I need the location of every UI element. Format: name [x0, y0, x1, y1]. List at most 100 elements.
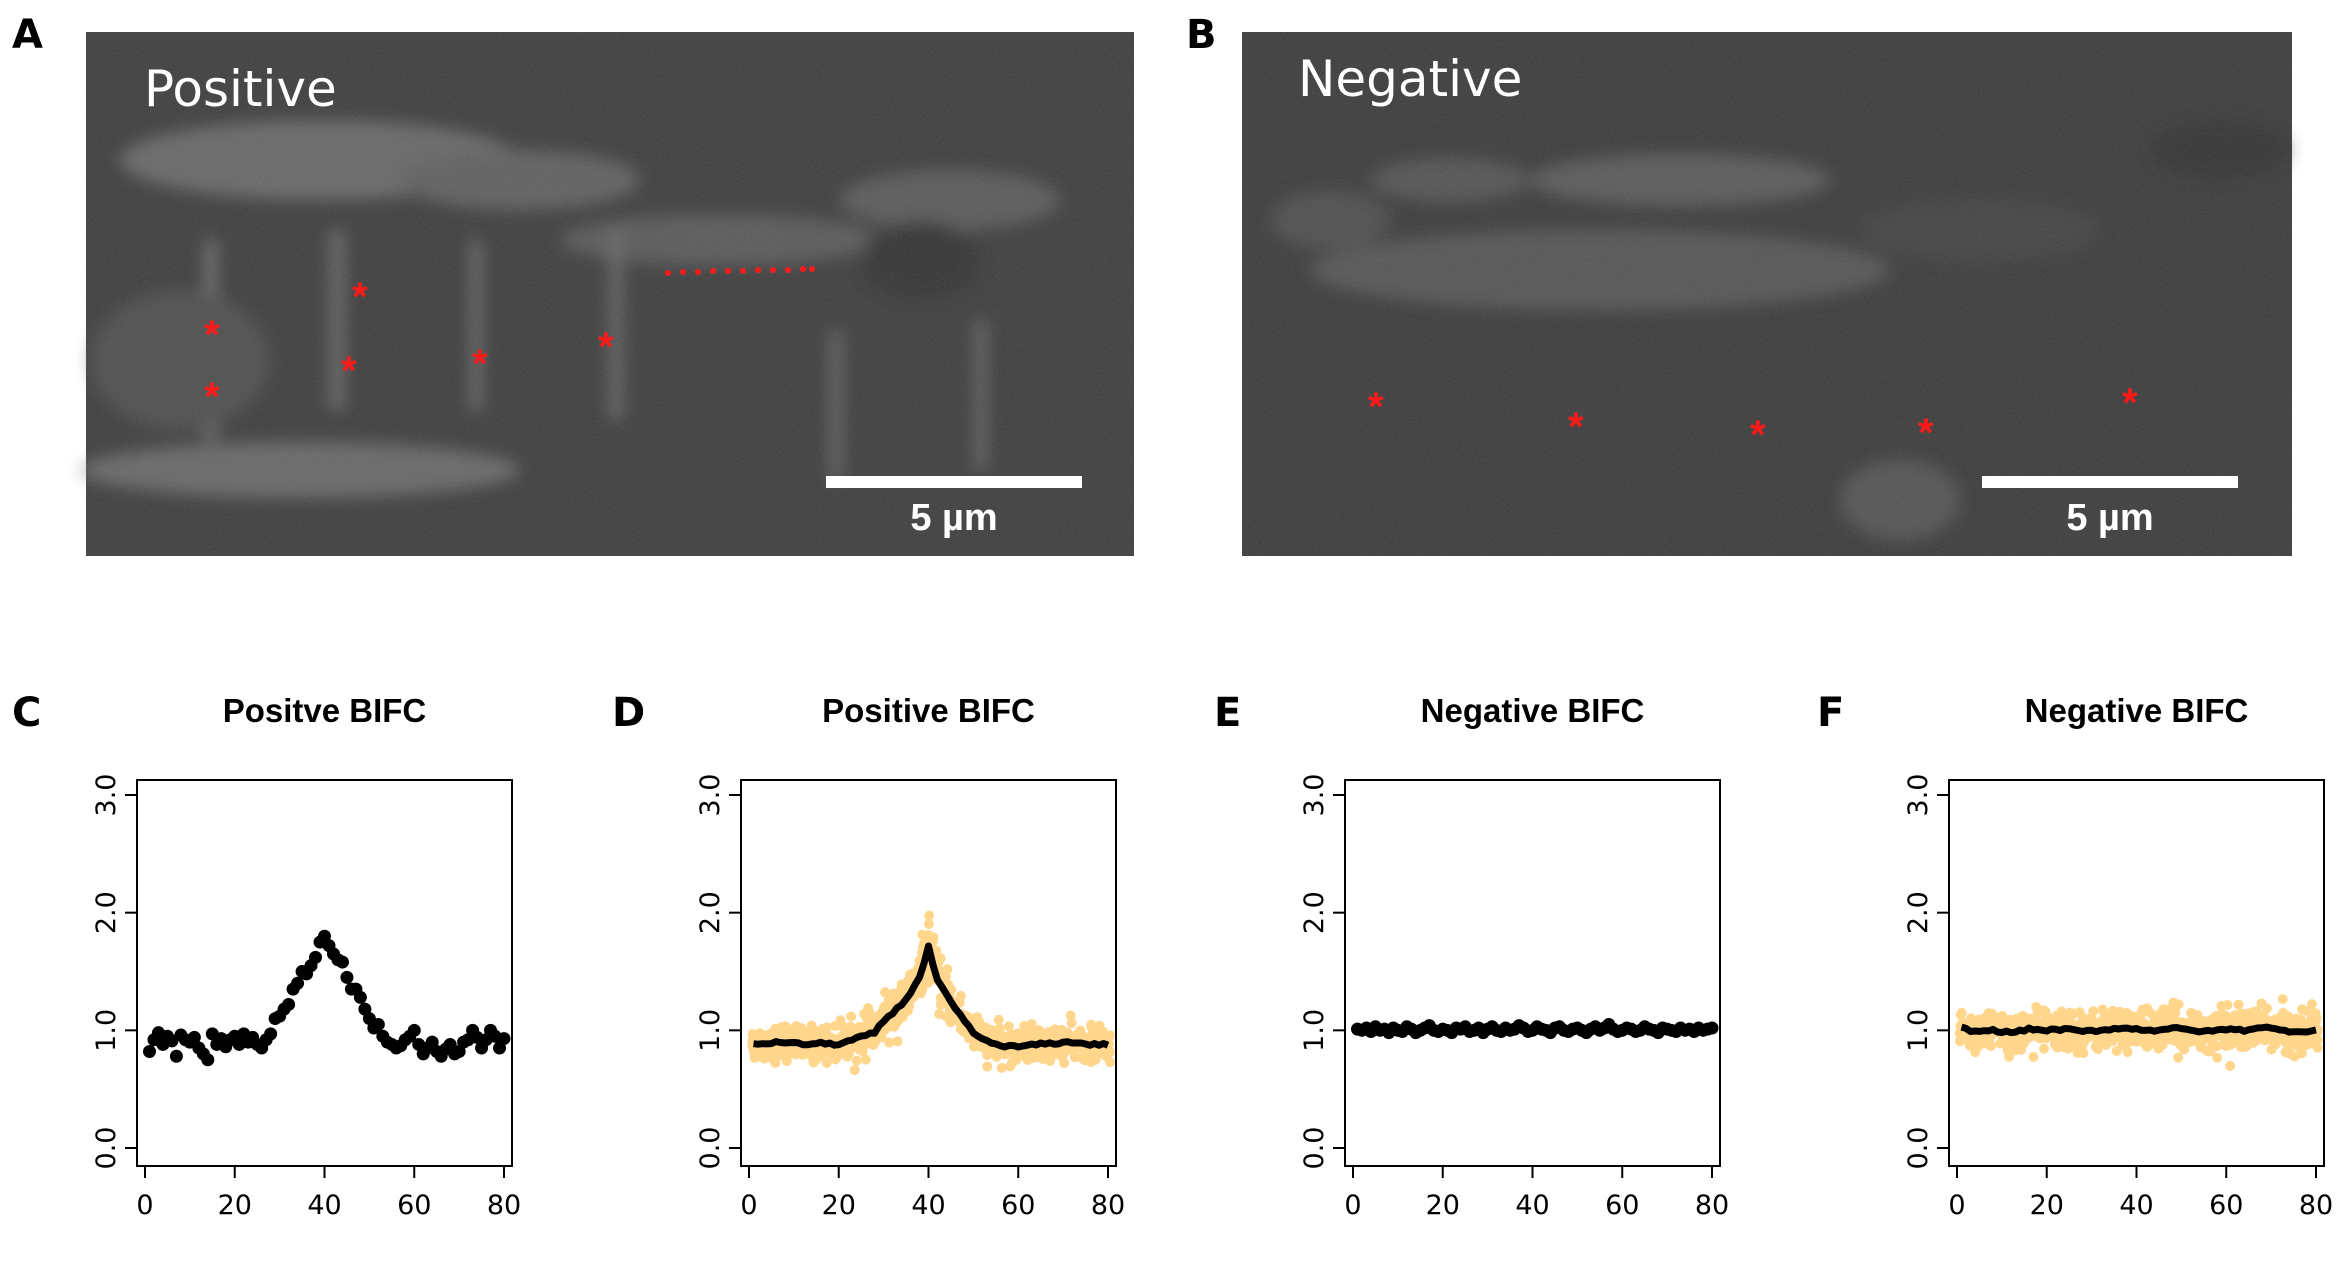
replicate-point — [2121, 1039, 2132, 1050]
replicate-point — [2046, 1014, 2057, 1025]
chart-c: C Positve BIFC 0.0 1.0 2.0 3.0 0 20 40 60 80 — [12, 690, 521, 1221]
replicate-point — [974, 1041, 985, 1052]
replicate-point — [2117, 1040, 2128, 1051]
replicate-point — [1099, 1031, 1110, 1042]
replicate-point — [2305, 1035, 2316, 1046]
replicate-point — [2158, 1031, 2169, 1042]
replicate-point — [2267, 1035, 2278, 1046]
replicate-point — [2112, 1014, 2123, 1025]
replicate-point — [2053, 1032, 2064, 1043]
x-tick-label: 20 — [218, 1190, 252, 1221]
replicate-point — [2229, 1010, 2240, 1021]
replicate-point — [2301, 1005, 2312, 1016]
panel-letter: D — [612, 690, 645, 736]
replicate-point — [891, 990, 902, 1001]
replicate-point — [756, 1047, 767, 1058]
replicate-point — [857, 1041, 868, 1052]
replicate-point — [2192, 1010, 2203, 1021]
replicate-point — [1993, 1017, 2004, 1028]
y-tick-label: 0.0 — [1903, 1127, 1934, 1170]
replicate-point — [860, 1021, 871, 1032]
replicate-point — [2243, 1008, 2254, 1019]
replicate-point — [751, 1031, 762, 1042]
replicate-point — [2261, 1003, 2272, 1014]
replicate-point — [1056, 1047, 1067, 1058]
replicate-point — [2119, 1013, 2130, 1024]
replicate-point — [1081, 1048, 1092, 1059]
replicate-point — [826, 1047, 837, 1058]
replicate-point — [1017, 1049, 1028, 1060]
replicate-point — [1105, 1057, 1116, 1068]
replicate-point — [835, 1015, 846, 1026]
replicate-point — [1962, 1032, 1973, 1043]
replicate-point — [1060, 1028, 1071, 1039]
micrograph-a: A Positive * * * — [12, 12, 1134, 556]
replicate-point — [795, 1046, 806, 1057]
y-tick-label: 3.0 — [695, 774, 726, 817]
replicate-point — [1023, 1050, 1034, 1061]
replicate-point — [1103, 1032, 1114, 1043]
replicate-point — [972, 1012, 983, 1023]
replicate-point — [1080, 1052, 1091, 1063]
replicate-point — [1011, 1054, 1022, 1065]
replicate-point — [2256, 998, 2267, 1009]
replicate-point — [1997, 1014, 2008, 1025]
replicate-point — [982, 1024, 993, 1035]
data-point — [169, 1049, 183, 1063]
replicate-point — [2135, 1013, 2146, 1024]
replicate-point — [781, 1023, 792, 1034]
replicate-point — [759, 1030, 770, 1041]
replicate-point — [865, 1014, 876, 1025]
replicate-point — [2002, 1016, 2013, 1027]
replicate-point — [1982, 1039, 1993, 1050]
replicate-point — [777, 1044, 788, 1055]
replicate-point — [902, 1005, 913, 1016]
x-tick-label: 60 — [2209, 1190, 2243, 1221]
replicate-point — [935, 999, 946, 1010]
replicate-point — [752, 1050, 763, 1061]
replicate-point — [2198, 1018, 2209, 1029]
data-point — [309, 950, 323, 964]
x-tick-label: 40 — [1515, 1190, 1549, 1221]
replicate-point — [2251, 1006, 2262, 1017]
replicate-point — [2302, 1039, 2313, 1050]
replicate-point — [2104, 1015, 2115, 1026]
replicate-point — [1006, 1029, 1017, 1040]
replicate-point — [2193, 1019, 2204, 1030]
replicate-point — [2072, 1040, 2083, 1051]
replicate-point — [1065, 1010, 1076, 1021]
replicate-point — [2201, 1045, 2212, 1056]
replicate-point — [2122, 1009, 2133, 1020]
replicate-point — [776, 1050, 787, 1061]
replicate-point — [2242, 1033, 2253, 1044]
data-point — [282, 997, 296, 1011]
replicate-point — [830, 1054, 841, 1065]
replicate-point — [2086, 1012, 2097, 1023]
replicate-point — [2038, 1005, 2049, 1016]
replicate-point — [2187, 1018, 2198, 1029]
replicate-point — [825, 1048, 836, 1059]
replicate-point — [2137, 1004, 2148, 1015]
replicate-point — [848, 1041, 859, 1052]
replicate-point — [1102, 1031, 1113, 1042]
replicate-point — [2014, 1016, 2025, 1027]
replicate-point — [969, 1015, 980, 1026]
replicate-point — [876, 1032, 887, 1043]
replicate-point — [2157, 1015, 2168, 1026]
replicate-point — [1096, 1048, 1107, 1059]
replicate-point — [902, 1003, 913, 1014]
replicate-point — [1082, 1049, 1093, 1060]
replicate-point — [893, 989, 904, 1000]
replicate-point — [2212, 1052, 2223, 1063]
replicate-point — [955, 1024, 966, 1035]
replicate-point — [2311, 1012, 2322, 1023]
replicate-point — [2261, 1032, 2272, 1043]
replicate-point — [2277, 994, 2288, 1005]
replicate-point — [855, 1024, 866, 1035]
replicate-point — [1043, 1027, 1054, 1038]
replicate-point — [807, 1048, 818, 1059]
replicate-point — [2115, 1008, 2126, 1019]
replicate-point — [2220, 1038, 2231, 1049]
x-tick-label: 40 — [911, 1190, 945, 1221]
replicate-point — [855, 1044, 866, 1055]
